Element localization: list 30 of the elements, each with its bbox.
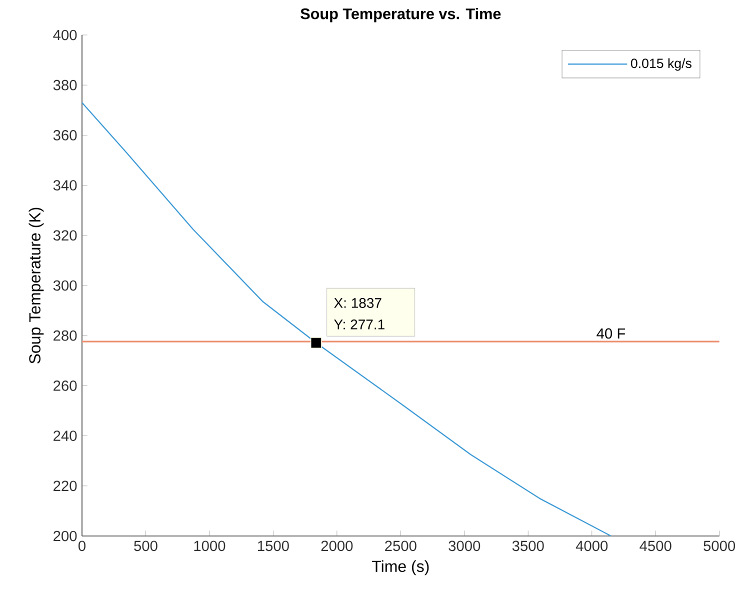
y-tick-label: 300 — [53, 280, 77, 291]
x-tick-label: 5000 — [704, 540, 736, 552]
x-tick-label: 4000 — [576, 540, 608, 552]
x-tick-label: 500 — [134, 540, 158, 552]
line-series — [81, 102, 612, 537]
ref-line-label: 40 F — [596, 328, 626, 339]
y-tick-label: 280 — [54, 330, 77, 341]
x-tick-label: 0 — [78, 540, 86, 552]
x-tick-label: 2500 — [385, 540, 416, 552]
y-tick-label: 220 — [54, 480, 77, 492]
y-tick-label: 200 — [54, 530, 77, 542]
x-tick-label: 3500 — [512, 540, 544, 552]
y-tick-label: 400 — [53, 30, 77, 40]
x-tick-label: 1500 — [258, 540, 289, 552]
legend-label: 0.015 kg/s — [630, 58, 692, 71]
x-tick-label: 4500 — [640, 540, 672, 552]
x-tick-label: 1000 — [194, 540, 226, 552]
y-axis-title: Soup Temperature (K) — [28, 208, 44, 364]
y-tick-label: 320 — [53, 230, 77, 241]
x-tick-label: 2000 — [321, 540, 353, 552]
annotation: X: 1837 — [334, 298, 382, 308]
chart-title: Soup Temperature vs. Time — [300, 8, 501, 22]
y-tick-label: 340 — [53, 180, 77, 190]
y-tick-label: 380 — [53, 80, 77, 90]
y-tick-label: 360 — [53, 130, 77, 140]
x-axis-title: Time (s) — [372, 560, 429, 576]
annotation: Y: 277.1 — [334, 320, 384, 330]
y-tick-label: 260 — [54, 380, 77, 391]
y-tick-label: 240 — [54, 430, 77, 441]
x-tick-label: 3000 — [448, 540, 480, 552]
